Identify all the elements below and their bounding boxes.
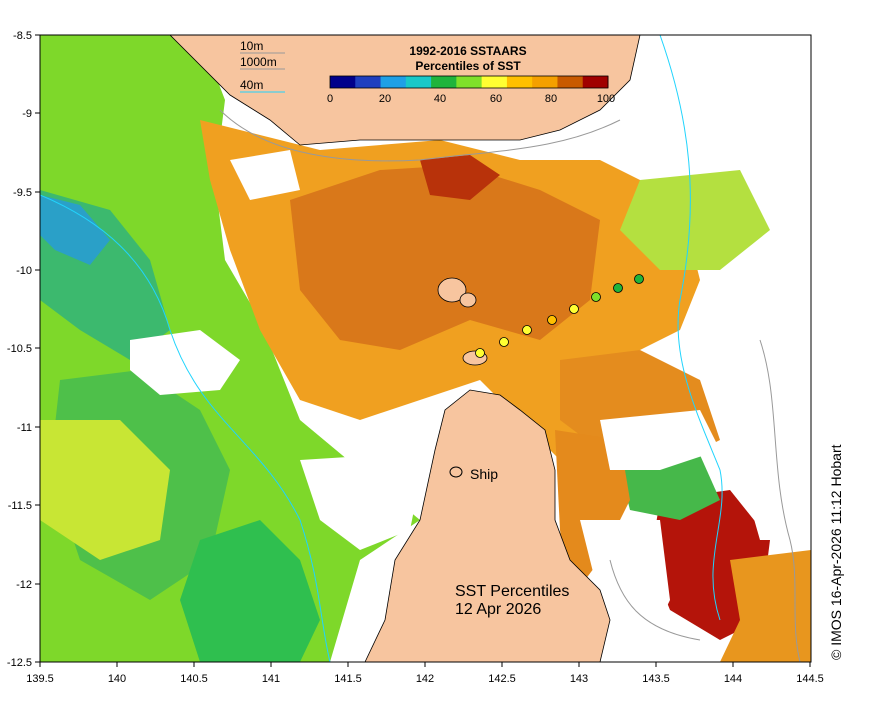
colorbar-swatch xyxy=(330,76,356,88)
colorbar-swatch xyxy=(582,76,609,88)
map-title-line1: SST Percentiles xyxy=(455,583,569,600)
no-data-gap-west xyxy=(130,330,240,395)
sst-patch-yellow-west xyxy=(40,420,170,560)
contour-10m-east xyxy=(759,339,801,662)
ship-track-point xyxy=(499,337,509,347)
depth-contours xyxy=(40,35,801,662)
contour-10m xyxy=(219,109,621,162)
sst-patch-east-yellowgreen xyxy=(620,170,770,270)
y-tick-label: -11 xyxy=(17,422,32,434)
depth-legend-10m: 10m xyxy=(240,39,263,53)
x-tick-label: 140 xyxy=(108,673,126,685)
map-plot-area xyxy=(40,35,811,662)
x-tick-label: 141 xyxy=(262,673,280,685)
colorbar-tick: 100 xyxy=(597,93,615,105)
x-tick-label: 143.5 xyxy=(642,673,670,685)
colorbar-swatch xyxy=(355,76,382,88)
credit-text: © IMOS 16-Apr-2026 11:12 Hobart xyxy=(828,444,844,660)
no-data-gap-north xyxy=(230,150,300,200)
ship-label: Ship xyxy=(470,466,498,482)
ship-track-point xyxy=(569,304,579,314)
island-torres-2 xyxy=(459,292,477,308)
ship-track-point xyxy=(591,292,601,302)
colorbar-swatch xyxy=(456,76,483,88)
sst-patch-green-southwest xyxy=(180,520,320,662)
x-tick-label: 139.5 xyxy=(26,673,54,685)
sst-patch-north-red xyxy=(420,155,500,200)
contour-40m xyxy=(40,194,331,662)
colorbar-tick: 40 xyxy=(434,93,446,105)
colorbar-swatches xyxy=(329,75,609,89)
x-tick-label: 142 xyxy=(416,673,434,685)
contour-40m-east xyxy=(659,35,723,621)
colorbar-frame xyxy=(329,75,609,89)
colorbar-swatch xyxy=(532,76,558,88)
axis-ticks xyxy=(35,34,811,667)
depth-legend: 10m 1000m 40m xyxy=(240,39,285,93)
x-tick-label: 141.5 xyxy=(334,673,362,685)
ship-track-point xyxy=(522,325,532,335)
no-data-gap-east xyxy=(600,410,720,470)
no-data-gap-far-east xyxy=(720,270,811,540)
colorbar-tick: 80 xyxy=(545,93,557,105)
land xyxy=(169,35,641,662)
depth-legend-40m: 40m xyxy=(240,78,263,92)
colorbar-tick: 20 xyxy=(379,93,391,105)
x-tick-label: 144 xyxy=(724,673,742,685)
ship-track-point xyxy=(613,283,623,293)
colorbar-title-line2: Percentiles of SST xyxy=(415,59,521,73)
y-tick-label: -8.5 xyxy=(13,30,32,42)
colorbar-title-line1: 1992-2016 SSTAARS xyxy=(409,44,526,58)
x-tick-label: 144.5 xyxy=(796,673,824,685)
ship-track-point xyxy=(547,315,557,325)
colorbar-swatch xyxy=(481,76,508,88)
y-tick-label: -10 xyxy=(16,265,32,277)
sst-patch-central-darkorange xyxy=(290,165,600,350)
colorbar-swatch xyxy=(380,76,407,88)
x-axis-labels: 139.5 140 140.5 141 141.5 142 142.5 143 … xyxy=(26,673,824,685)
x-tick-label: 140.5 xyxy=(180,673,208,685)
colorbar-tick: 60 xyxy=(490,93,502,105)
colorbar: 1992-2016 SSTAARS Percentiles of SST 0 2… xyxy=(327,44,615,105)
map-title-line2: 12 Apr 2026 xyxy=(455,601,541,618)
sst-patch-southeast-green xyxy=(620,455,720,520)
x-tick-label: 143 xyxy=(570,673,588,685)
y-tick-label: -11.5 xyxy=(8,500,32,512)
colorbar-tick: 0 xyxy=(327,93,333,105)
depth-legend-1000m: 1000m xyxy=(240,55,277,69)
sst-patch-south-orange xyxy=(555,430,630,600)
colorbar-swatch xyxy=(506,76,533,88)
sst-patch-southeast-orange xyxy=(720,550,811,662)
y-tick-label: -9 xyxy=(22,108,32,120)
y-tick-label: -12.5 xyxy=(7,657,32,669)
y-tick-label: -10.5 xyxy=(7,343,32,355)
no-data-gap-southwest xyxy=(300,455,420,550)
sst-percentile-patches xyxy=(40,35,811,662)
y-axis-labels: -8.5 -9 -9.5 -10 -10.5 -11 -11.5 -12 -12… xyxy=(7,30,32,669)
contour-10m-south xyxy=(609,559,701,641)
no-data-gap-northeast xyxy=(600,35,811,180)
x-tick-label: 142.5 xyxy=(488,673,516,685)
colorbar-swatch xyxy=(557,76,584,88)
land-cape-york xyxy=(364,389,611,662)
ship-track-point xyxy=(475,348,485,358)
colorbar-swatch xyxy=(431,76,457,88)
colorbar-swatch xyxy=(405,76,432,88)
y-tick-label: -9.5 xyxy=(13,187,32,199)
land-new-guinea xyxy=(169,35,641,146)
ship-track xyxy=(475,274,644,358)
ship-marker xyxy=(449,466,463,478)
y-tick-label: -12 xyxy=(16,579,32,591)
sst-patch-west-blue xyxy=(40,195,110,265)
island-torres-1 xyxy=(437,277,467,303)
ship-track-point xyxy=(634,274,644,284)
